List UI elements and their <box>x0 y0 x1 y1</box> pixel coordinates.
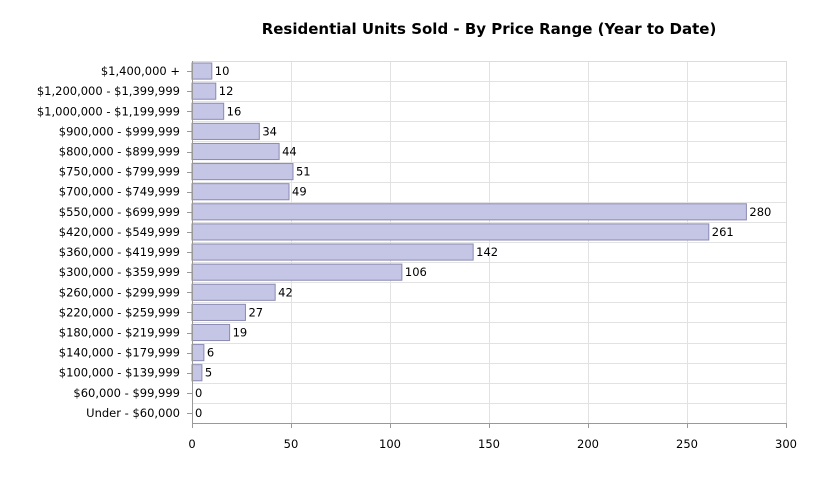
bar-value-label: 12 <box>219 84 234 98</box>
bar-value-label: 5 <box>205 366 212 380</box>
bar-value-label: 0 <box>195 386 202 400</box>
chart-title: Residential Units Sold - By Price Range … <box>261 20 717 38</box>
bar-value-label: 0 <box>195 406 202 420</box>
bar-value-label: 27 <box>248 305 263 319</box>
bar-value-label: 51 <box>296 165 311 179</box>
category-label: $220,000 - $259,999 <box>59 305 180 319</box>
bar <box>191 323 231 342</box>
bar <box>191 62 213 80</box>
category-label: $1,200,000 - $1,399,999 <box>37 84 180 98</box>
bar <box>191 102 225 120</box>
bar <box>191 263 403 281</box>
bar <box>191 303 246 321</box>
bar-value-label: 142 <box>476 245 498 259</box>
bar-value-label: 6 <box>207 346 214 360</box>
category-label: $360,000 - $419,999 <box>59 245 180 259</box>
x-tick-label: 100 <box>379 437 401 451</box>
category-label: $1,400,000 + <box>101 64 180 78</box>
bar-value-label: 106 <box>405 265 427 279</box>
x-tick-label: 200 <box>577 437 599 451</box>
x-tick-label: 150 <box>478 437 500 451</box>
bar-value-label: 44 <box>282 145 297 159</box>
category-label: $1,000,000 - $1,199,999 <box>37 104 180 118</box>
category-label: $700,000 - $749,999 <box>59 185 180 199</box>
category-label: $60,000 - $99,999 <box>73 386 180 400</box>
bar-value-label: 16 <box>227 104 242 118</box>
bar <box>191 163 294 181</box>
bar <box>191 203 747 221</box>
category-label: $750,000 - $799,999 <box>59 165 180 179</box>
bar <box>191 122 260 140</box>
x-tick-label: 300 <box>775 437 797 451</box>
bar <box>191 344 205 362</box>
category-label: $180,000 - $219,999 <box>59 326 180 340</box>
bar-value-label: 42 <box>278 285 293 299</box>
category-label: $100,000 - $139,999 <box>59 366 180 380</box>
bar <box>191 183 290 201</box>
category-label: $550,000 - $699,999 <box>59 205 180 219</box>
category-label: $800,000 - $899,999 <box>59 145 180 159</box>
category-label: $900,000 - $999,999 <box>59 124 180 138</box>
category-label: $420,000 - $549,999 <box>59 225 180 239</box>
category-label: $300,000 - $359,999 <box>59 265 180 279</box>
bar-value-label: 49 <box>292 185 307 199</box>
grid-lines <box>192 61 787 424</box>
x-tick-label: 250 <box>676 437 698 451</box>
bars <box>191 62 747 382</box>
axes <box>187 61 787 428</box>
bar <box>191 243 474 261</box>
bar-value-label: 19 <box>233 326 248 340</box>
x-tick-label: 50 <box>284 437 299 451</box>
bar-value-label: 10 <box>215 64 230 78</box>
bar <box>191 364 203 382</box>
bar <box>191 223 710 241</box>
bar-value-label: 34 <box>262 124 277 138</box>
bar <box>191 142 280 161</box>
category-label: $140,000 - $179,999 <box>59 346 180 360</box>
x-tick-label: 0 <box>188 437 195 451</box>
bar <box>191 82 217 100</box>
category-label: Under - $60,000 <box>86 406 180 420</box>
category-label: $260,000 - $299,999 <box>59 285 180 299</box>
bar <box>191 283 276 301</box>
bar-value-label: 280 <box>749 205 771 219</box>
labels: 0 50 100 150 200 250 300$1,400,000 +10$1,200,0… <box>37 64 797 451</box>
bar-value-label: 261 <box>712 225 734 239</box>
